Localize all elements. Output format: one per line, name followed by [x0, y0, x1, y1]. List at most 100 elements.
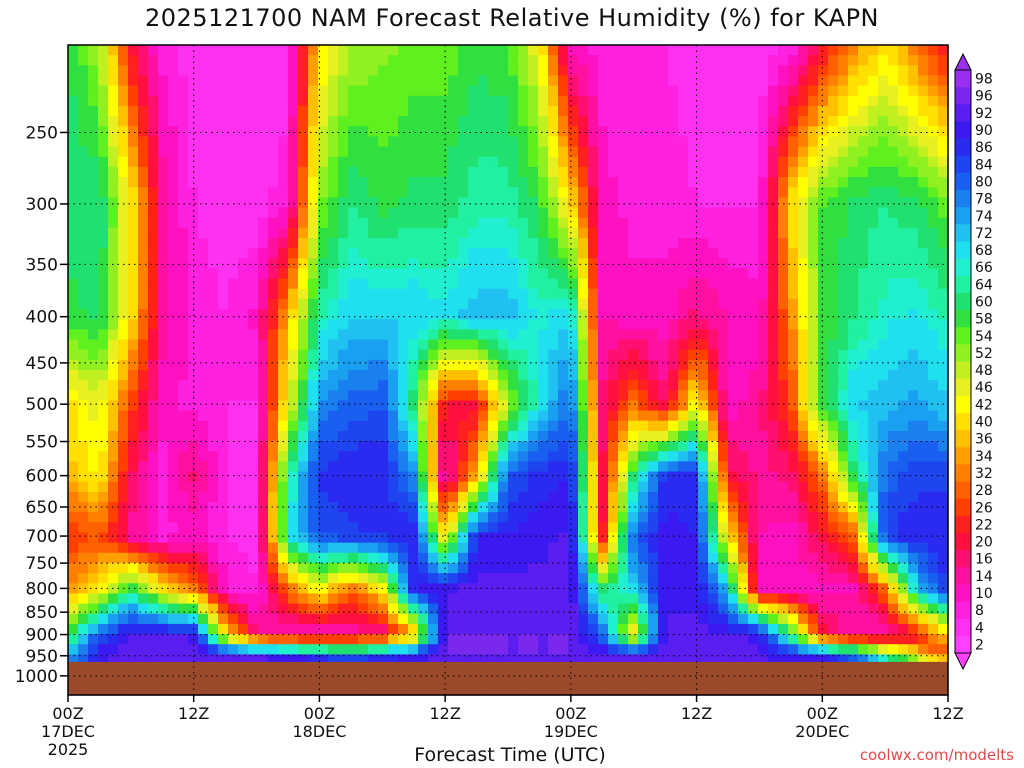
rh-cell	[748, 512, 759, 523]
rh-cell	[168, 573, 179, 584]
rh-cell	[148, 156, 159, 168]
rh-cell	[118, 207, 129, 219]
rh-cell	[688, 258, 699, 270]
rh-cell	[918, 217, 929, 229]
rh-cell	[698, 593, 709, 605]
rh-cell	[348, 75, 359, 87]
rh-cell	[698, 380, 709, 391]
rh-cell	[238, 65, 249, 77]
rh-cell	[228, 197, 239, 209]
rh-cell	[158, 603, 169, 615]
rh-cell	[808, 177, 819, 188]
rh-cell	[438, 207, 449, 219]
rh-cell	[408, 390, 419, 402]
rh-cell	[148, 227, 159, 239]
rh-cell	[748, 166, 759, 178]
rh-cell	[298, 593, 309, 605]
rh-cell	[438, 45, 449, 56]
rh-cell	[818, 420, 829, 432]
rh-cell	[238, 95, 249, 107]
rh-cell	[578, 471, 589, 483]
rh-cell	[368, 237, 379, 249]
rh-cell	[438, 278, 449, 290]
rh-cell	[808, 552, 819, 564]
rh-cell	[528, 105, 539, 117]
rh-cell	[708, 197, 719, 209]
rh-cell	[378, 481, 389, 493]
rh-cell	[618, 502, 629, 513]
rh-cell	[328, 85, 339, 97]
rh-cell	[558, 136, 569, 148]
rh-cell	[278, 613, 289, 625]
rh-cell	[718, 55, 729, 66]
rh-cell	[528, 532, 539, 544]
rh-cell	[418, 187, 429, 198]
rh-cell	[818, 603, 829, 615]
rh-cell	[248, 136, 259, 148]
rh-cell	[888, 248, 899, 259]
rh-cell	[858, 207, 869, 219]
rh-cell	[558, 217, 569, 229]
rh-cell	[258, 288, 269, 300]
rh-cell	[68, 410, 79, 422]
rh-cell	[278, 370, 289, 381]
rh-cell	[278, 512, 289, 523]
rh-cell	[688, 532, 699, 544]
rh-cell	[488, 65, 499, 77]
rh-cell	[368, 329, 379, 341]
rh-cell	[338, 562, 349, 574]
rh-cell	[658, 309, 669, 320]
rh-cell	[228, 512, 239, 523]
rh-cell	[648, 227, 659, 239]
rh-cell	[328, 329, 339, 341]
rh-cell	[378, 420, 389, 432]
rh-cell	[928, 45, 939, 56]
rh-cell	[478, 319, 489, 330]
rh-cell	[418, 512, 429, 523]
rh-cell	[218, 146, 229, 158]
rh-cell	[688, 430, 699, 442]
rh-cell	[528, 562, 539, 574]
rh-cell	[548, 309, 559, 320]
rh-cell	[118, 166, 129, 178]
rh-cell	[678, 187, 689, 198]
rh-cell	[688, 95, 699, 107]
rh-cell	[818, 532, 829, 544]
rh-cell	[338, 441, 349, 452]
rh-cell	[88, 471, 99, 483]
rh-cell	[868, 430, 879, 442]
rh-cell	[88, 329, 99, 341]
rh-cell	[338, 156, 349, 168]
rh-cell	[568, 309, 579, 320]
rh-cell	[578, 166, 589, 178]
rh-cell	[798, 359, 809, 371]
rh-cell	[148, 491, 159, 503]
rh-cell	[858, 410, 869, 422]
rh-cell	[938, 359, 949, 371]
rh-cell	[598, 329, 609, 341]
rh-cell	[928, 288, 939, 300]
rh-cell	[858, 339, 869, 351]
rh-cell	[128, 95, 139, 107]
rh-cell	[538, 268, 549, 280]
rh-cell	[558, 85, 569, 97]
rh-cell	[358, 532, 369, 544]
rh-cell	[458, 380, 469, 391]
rh-cell	[268, 85, 279, 97]
rh-cell	[418, 156, 429, 168]
rh-cell	[98, 319, 109, 330]
rh-cell	[828, 187, 839, 198]
rh-cell	[828, 207, 839, 219]
rh-cell	[388, 45, 399, 56]
rh-cell	[218, 207, 229, 219]
rh-cell	[748, 359, 759, 371]
rh-cell	[218, 512, 229, 523]
rh-cell	[758, 573, 769, 584]
rh-cell	[798, 136, 809, 148]
rh-cell	[138, 187, 149, 198]
rh-cell	[528, 400, 539, 412]
rh-cell	[568, 400, 579, 412]
rh-cell	[108, 329, 119, 341]
rh-cell	[758, 562, 769, 574]
rh-cell	[488, 420, 499, 432]
